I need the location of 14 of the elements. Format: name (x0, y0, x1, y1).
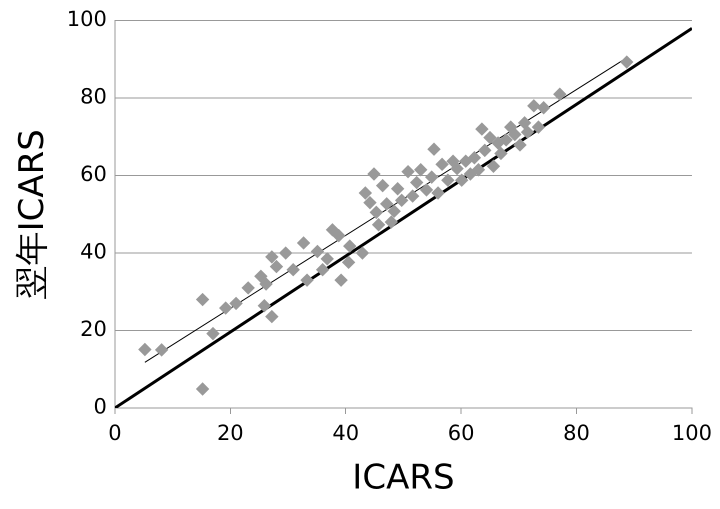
x-tick-label: 40 (332, 421, 360, 446)
y-tick-label: 0 (94, 394, 107, 418)
y-tick-label: 100 (66, 7, 107, 32)
x-tick-label: 80 (563, 421, 590, 446)
x-tick-label: 20 (216, 421, 244, 446)
y-tick-label: 40 (80, 239, 107, 264)
x-tick-label: 0 (108, 421, 122, 446)
y-tick-label: 20 (80, 316, 107, 341)
y-axis-title: 翌年ICARS (12, 129, 52, 300)
x-axis-title: ICARS (352, 457, 455, 498)
x-tick-label: 60 (448, 421, 474, 446)
y-tick-label: 60 (80, 162, 107, 186)
x-tick-label: 100 (672, 421, 712, 446)
y-tick-label: 80 (80, 84, 107, 109)
